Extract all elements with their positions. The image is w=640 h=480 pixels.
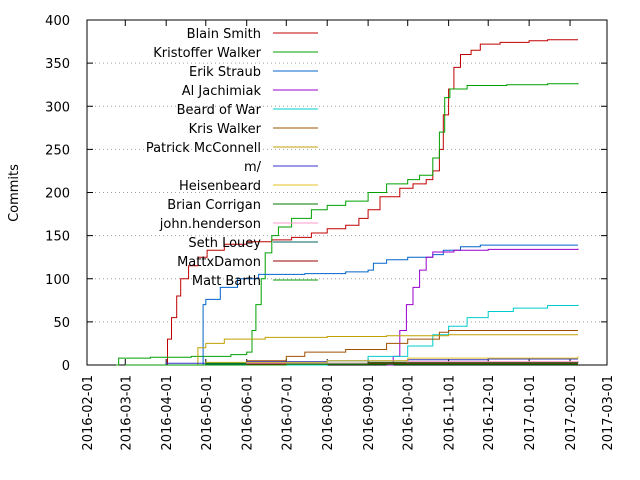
legend-label: m/ bbox=[244, 160, 262, 175]
x-tick-label: 2016-10-01 bbox=[402, 375, 417, 451]
series-line bbox=[386, 248, 579, 366]
legend-label: Matt Barth bbox=[192, 274, 261, 289]
y-tick-label: 350 bbox=[45, 57, 70, 72]
x-tick-label: 2016-09-01 bbox=[362, 375, 377, 451]
series-line bbox=[162, 39, 578, 366]
axes: 0 50 100 150 200 250 300 350 400 2016-02-01 2016-0… bbox=[45, 14, 616, 451]
legend-label: Heisenbeard bbox=[179, 179, 261, 194]
series-line bbox=[197, 244, 578, 366]
x-tick-label: 2016-03-01 bbox=[119, 375, 134, 451]
legend-label: Erik Straub bbox=[189, 65, 261, 80]
series-line bbox=[205, 330, 578, 366]
series-line bbox=[116, 83, 579, 366]
y-tick-label: 300 bbox=[45, 100, 70, 115]
x-tick-label: 2016-11-01 bbox=[443, 375, 458, 451]
legend-label: MattxDamon bbox=[177, 255, 261, 270]
y-tick-label: 0 bbox=[62, 359, 70, 374]
legend-label: Seth Louey bbox=[188, 236, 261, 251]
y-tick-label: 400 bbox=[45, 14, 70, 29]
x-tick-label: 2017-01-01 bbox=[523, 375, 538, 451]
series-line bbox=[125, 363, 578, 366]
y-tick-label: 50 bbox=[53, 316, 70, 331]
y-tick-label: 250 bbox=[45, 143, 70, 158]
legend-label: Al Jachimiak bbox=[182, 84, 262, 99]
legend-label: Brian Corrigan bbox=[167, 198, 261, 213]
y-axis-label: Commits bbox=[7, 164, 22, 222]
x-tick-label: 2017-02-01 bbox=[564, 375, 579, 451]
y-tick-label: 150 bbox=[45, 230, 70, 245]
y-tick-label: 200 bbox=[45, 187, 70, 202]
x-tick-label: 2016-12-01 bbox=[482, 375, 497, 451]
legend-label: Kristoffer Walker bbox=[153, 46, 261, 61]
legend-label: Blain Smith bbox=[187, 27, 261, 42]
grid-lines bbox=[87, 62, 607, 323]
legend-label: Beard of War bbox=[177, 103, 262, 118]
x-tick-label: 2016-02-01 bbox=[81, 375, 96, 451]
legend-label: Patrick McConnell bbox=[146, 141, 261, 156]
legend-label: Kris Walker bbox=[189, 122, 262, 137]
x-tick-label: 2016-06-01 bbox=[241, 375, 256, 451]
x-tick-label: 2016-05-01 bbox=[200, 375, 215, 451]
x-tick-label: 2016-07-01 bbox=[280, 375, 295, 451]
series-line bbox=[191, 334, 578, 366]
series-layer bbox=[116, 39, 579, 366]
y-tick-label: 100 bbox=[45, 273, 70, 288]
series-line bbox=[286, 304, 579, 366]
x-tick-label: 2016-08-01 bbox=[321, 375, 336, 451]
legend-label: john.henderson bbox=[159, 217, 261, 232]
legend: Blain Smith Kristoffer Walker Erik Straub A… bbox=[146, 27, 318, 289]
x-tick-label: 2016-04-01 bbox=[160, 375, 175, 451]
x-tick-label: 2017-03-01 bbox=[601, 375, 616, 451]
